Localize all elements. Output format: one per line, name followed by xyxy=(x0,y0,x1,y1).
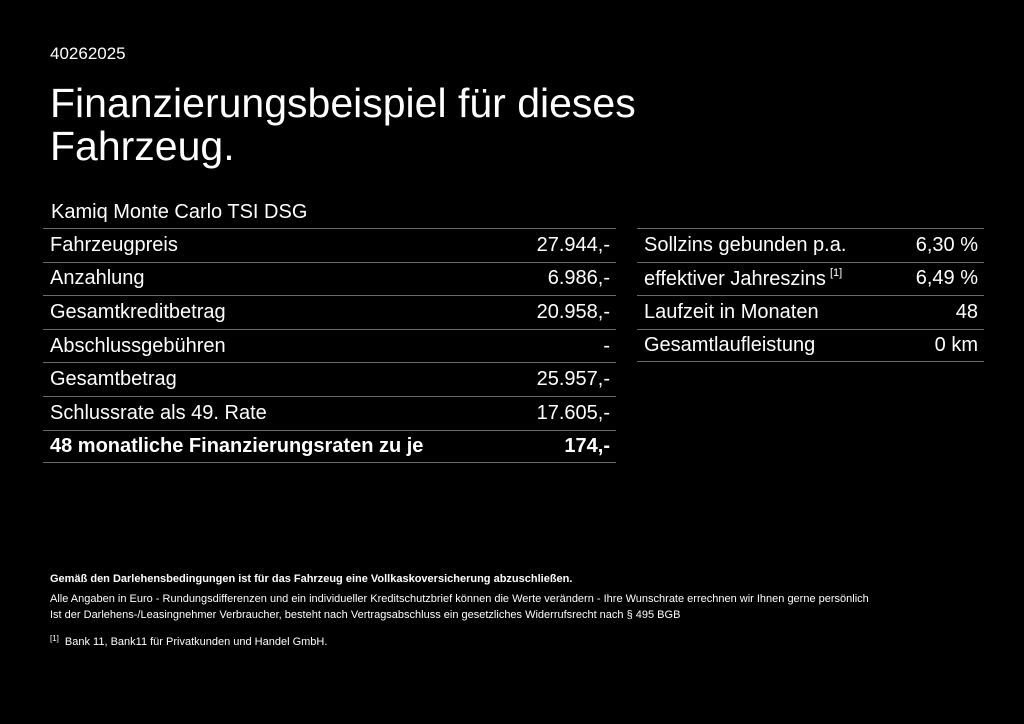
footnote-marker: [1] xyxy=(50,634,59,643)
footnote-marker: [1] xyxy=(829,266,843,279)
table-row: Laufzeit in Monaten 48 xyxy=(637,295,984,329)
page-title: Finanzierungsbeispiel für dieses Fahrzeu… xyxy=(50,80,636,169)
row-label: Gesamtlaufleistung xyxy=(644,334,816,357)
row-label: effektiver Jahreszins xyxy=(644,267,826,290)
table-row: Schlussrate als 49. Rate 17.605,- xyxy=(43,395,616,430)
table-row: effektiver Jahreszins [1] 6,49 % xyxy=(637,261,984,296)
footnote-text: Bank 11, Bank11 für Privatkunden und Han… xyxy=(64,636,328,648)
row-value: 6,49 % xyxy=(915,267,978,290)
reference-number: 40262025 xyxy=(50,44,126,63)
row-label: Sollzins gebunden p.a. xyxy=(644,233,847,256)
row-label-group: effektiver Jahreszins [1] xyxy=(644,267,842,291)
row-value: 20.958,- xyxy=(536,300,610,323)
row-label: Gesamtbetrag xyxy=(50,368,177,391)
row-label: Laufzeit in Monaten xyxy=(644,300,819,323)
row-label: Schlussrate als 49. Rate xyxy=(50,401,267,424)
row-label: 48 monatliche Finanzierungsraten zu je xyxy=(50,434,424,457)
withdrawal-note: Ist der Darlehens-/Leasingnehmer Verbrau… xyxy=(50,609,681,621)
row-value: 6.986,- xyxy=(547,267,610,290)
table-row: Anzahlung 6.986,- xyxy=(43,261,616,296)
row-value: 17.605,- xyxy=(536,401,610,424)
vehicle-model: Kamiq Monte Carlo TSI DSG xyxy=(51,201,308,223)
interest-table: Sollzins gebunden p.a. 6,30 % effektiver… xyxy=(637,228,984,363)
row-value: 174,- xyxy=(564,434,610,457)
row-value: - xyxy=(603,334,610,357)
row-label: Fahrzeugpreis xyxy=(50,233,178,256)
row-label: Abschlussgebühren xyxy=(50,334,226,357)
row-value: 48 xyxy=(955,300,978,323)
legal-notes: Gemäß den Darlehensbedingungen ist für d… xyxy=(50,571,990,650)
row-value: 27.944,- xyxy=(536,233,610,256)
table-row: Sollzins gebunden p.a. 6,30 % xyxy=(637,228,984,262)
row-label: Anzahlung xyxy=(50,267,145,290)
table-row: Gesamtlaufleistung 0 km xyxy=(637,328,984,363)
insurance-note: Gemäß den Darlehensbedingungen ist für d… xyxy=(50,573,573,585)
row-value: 6,30 % xyxy=(915,233,978,256)
financing-table: Fahrzeugpreis 27.944,- Anzahlung 6.986,-… xyxy=(43,228,616,464)
table-row: Abschlussgebühren - xyxy=(43,328,616,363)
row-value: 25.957,- xyxy=(536,368,610,391)
footnote: [1] Bank 11, Bank11 für Privatkunden und … xyxy=(50,631,990,650)
table-row: Gesamtkreditbetrag 20.958,- xyxy=(43,295,616,329)
currency-note: Alle Angaben in Euro - Rundungsdifferenz… xyxy=(50,593,869,605)
table-row: Gesamtbetrag 25.957,- xyxy=(43,362,616,396)
table-row: Fahrzeugpreis 27.944,- xyxy=(43,228,616,262)
row-label: Gesamtkreditbetrag xyxy=(50,300,226,323)
row-value: 0 km xyxy=(934,334,978,357)
monthly-rate-row: 48 monatliche Finanzierungsraten zu je 1… xyxy=(43,429,616,464)
